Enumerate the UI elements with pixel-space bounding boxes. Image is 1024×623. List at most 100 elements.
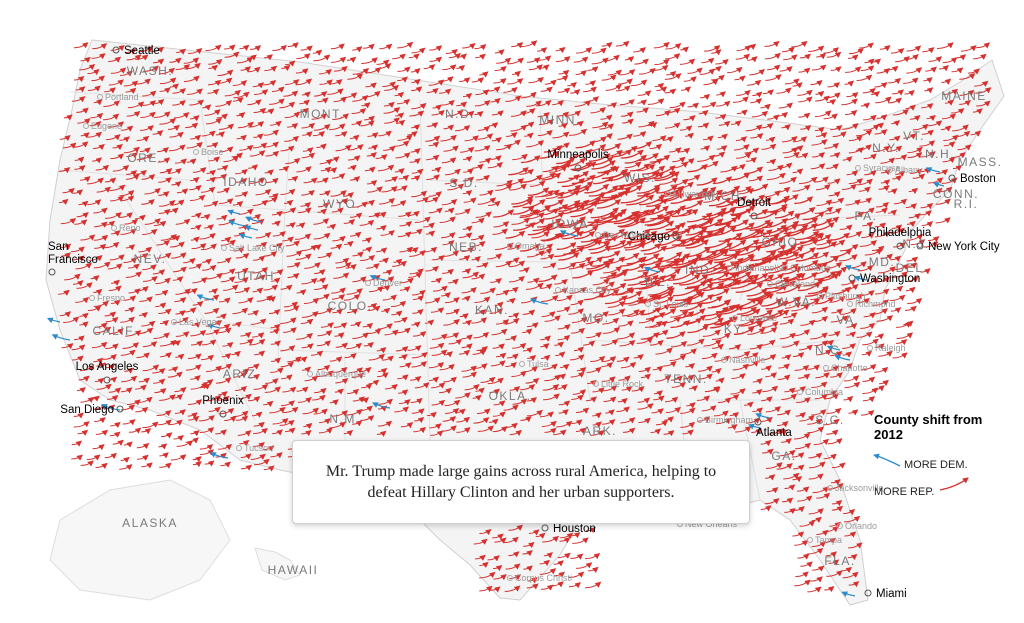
shift-arrow — [842, 123, 859, 130]
shift-arrow — [125, 48, 137, 55]
shift-arrow — [224, 89, 241, 97]
shift-arrow — [557, 174, 580, 184]
shift-arrow — [313, 91, 328, 98]
shift-arrow — [783, 54, 798, 61]
shift-arrow — [208, 156, 220, 163]
shift-arrow — [187, 88, 203, 95]
shift-arrow — [520, 40, 538, 48]
shift-arrow — [142, 421, 159, 429]
shift-arrow — [892, 109, 909, 116]
shift-arrow — [443, 124, 455, 131]
shift-arrow — [665, 43, 682, 50]
shift-arrow — [474, 100, 491, 107]
shift-arrow — [122, 419, 136, 426]
shift-arrow — [491, 136, 502, 144]
shift-arrow — [352, 46, 363, 53]
city-dot — [116, 405, 124, 413]
shift-arrow — [285, 157, 301, 165]
shift-arrow — [960, 45, 977, 52]
shift-arrow — [521, 174, 543, 183]
shift-arrow — [844, 381, 861, 389]
shift-arrow — [558, 69, 570, 76]
shift-arrow — [142, 90, 157, 97]
shift-arrow — [87, 85, 101, 92]
shift-arrow — [826, 98, 836, 106]
city-label-minor: Des Moines — [603, 230, 651, 240]
state-label: N.M. — [329, 412, 360, 426]
shift-arrow — [750, 98, 763, 105]
shift-arrow — [715, 113, 727, 120]
shift-arrow — [557, 87, 571, 94]
shift-arrow — [91, 75, 105, 82]
shift-arrow — [217, 164, 229, 172]
shift-arrow — [295, 78, 313, 86]
city-label-major: Houston — [553, 523, 596, 535]
shift-arrow — [87, 177, 104, 185]
shift-arrow — [576, 562, 593, 569]
shift-arrow — [235, 177, 248, 185]
shift-arrow — [283, 90, 299, 97]
shift-arrow — [217, 69, 234, 77]
shift-arrow — [125, 87, 137, 94]
shift-arrow — [479, 157, 492, 164]
shift-arrow — [93, 99, 103, 106]
shift-arrow — [823, 113, 838, 120]
shift-arrow — [952, 124, 969, 132]
shift-arrow — [77, 118, 91, 125]
shift-arrow — [269, 98, 285, 105]
shift-arrow — [537, 129, 553, 137]
shift-arrow — [512, 153, 528, 161]
shift-arrow — [624, 154, 647, 164]
shift-arrow — [295, 68, 309, 75]
shift-arrow — [880, 157, 896, 164]
shift-arrow — [909, 168, 923, 175]
shift-arrow — [409, 158, 421, 165]
shift-arrow — [493, 78, 507, 85]
shift-arrow — [777, 162, 793, 169]
shift-arrow — [154, 111, 171, 119]
shift-arrow — [520, 108, 536, 115]
city-label-minor: Salt Lake City — [229, 243, 285, 253]
shift-arrow — [411, 78, 421, 86]
shift-arrow — [224, 44, 236, 51]
shift-arrow — [906, 67, 923, 74]
shift-arrow — [104, 177, 117, 184]
city-label-minor: Charlotte — [831, 363, 868, 373]
shift-arrow — [904, 90, 915, 97]
shift-arrow — [648, 122, 658, 129]
shift-arrow — [591, 57, 609, 65]
shift-arrow — [296, 166, 312, 173]
shift-arrow — [716, 100, 731, 107]
shift-arrow — [905, 104, 916, 111]
shift-arrow — [408, 53, 420, 60]
shift-arrow — [474, 145, 491, 152]
shift-arrow — [87, 68, 100, 76]
shift-arrow — [904, 54, 919, 61]
shift-arrow — [907, 152, 923, 159]
shift-arrow — [972, 108, 983, 115]
shift-arrow — [874, 122, 884, 129]
shift-arrow — [704, 45, 721, 52]
legend-more-rep: MORE REP. — [874, 486, 935, 498]
shift-arrow — [192, 456, 202, 463]
shift-arrow — [711, 65, 722, 72]
shift-arrow — [951, 108, 965, 115]
shift-arrow — [312, 49, 323, 56]
shift-arrow — [903, 77, 919, 84]
shift-arrow — [924, 87, 934, 94]
shift-arrow — [347, 155, 361, 162]
shift-arrow — [975, 87, 992, 94]
shift-arrow — [474, 110, 484, 118]
shift-arrow — [464, 135, 479, 142]
shift-arrow — [872, 58, 882, 65]
alaska-outline — [49, 479, 231, 601]
shift-arrow — [185, 437, 199, 444]
shift-arrow — [478, 125, 490, 132]
shift-arrow — [511, 42, 524, 49]
shift-arrow — [891, 120, 901, 127]
state-label: VA. — [837, 313, 860, 327]
shift-arrow — [808, 45, 825, 53]
shift-arrow — [781, 124, 791, 131]
shift-arrow — [136, 78, 151, 85]
shift-arrow — [832, 131, 847, 138]
